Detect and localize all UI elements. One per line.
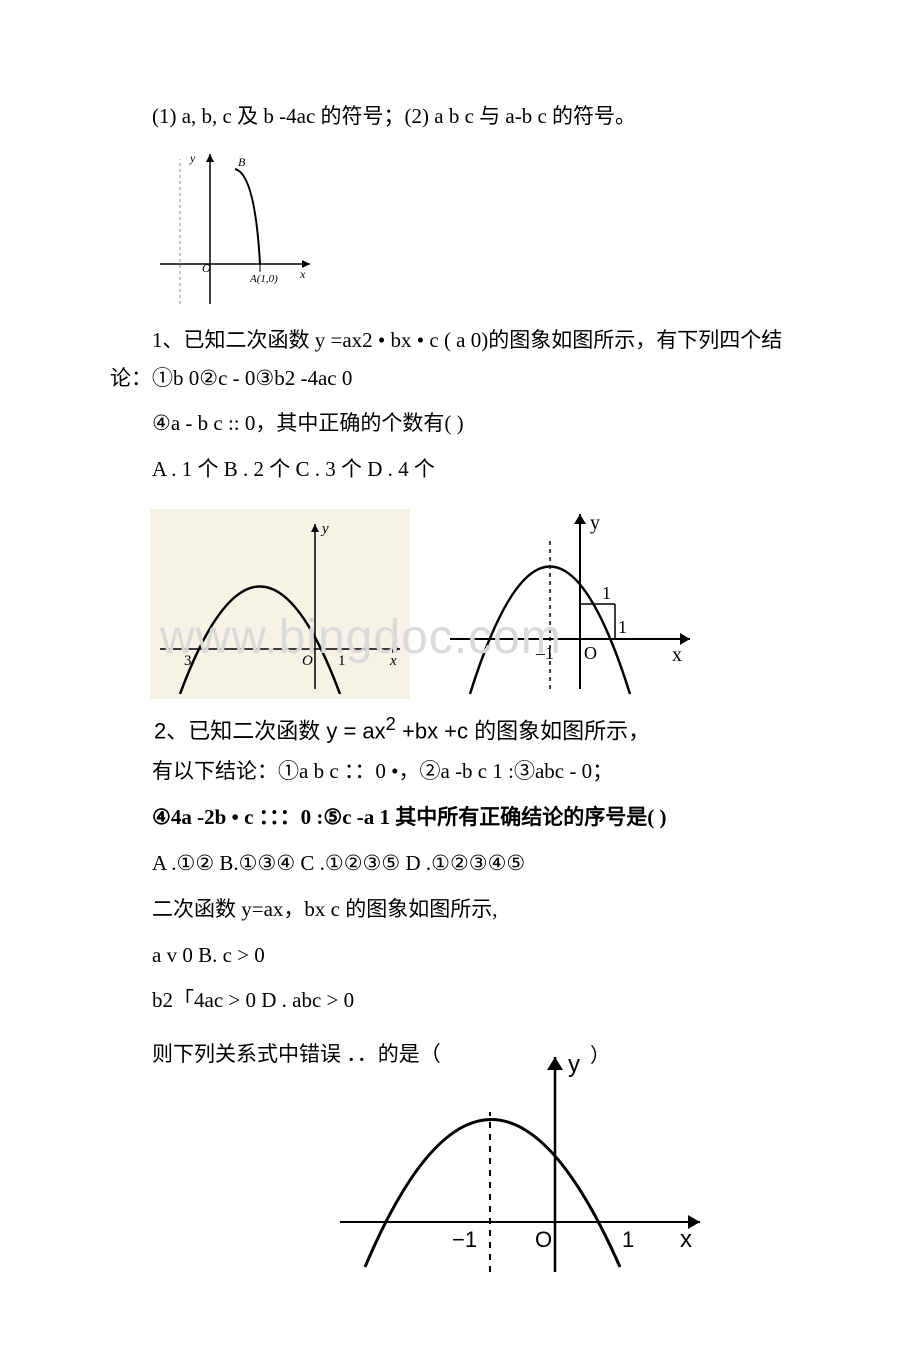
tick-neg1-label: −1 [452, 1227, 477, 1252]
x-axis-label: x [672, 644, 682, 666]
question-2-intro: 2、已知二次函数 y = ax2 +bx +c 的图象如图所示， [110, 713, 810, 745]
y-axis-label: y [590, 512, 600, 534]
question-3-line4: 则下列关系式中错误 ．．的是（ [110, 1036, 441, 1074]
q2-formula-y: y = ax [326, 718, 385, 743]
origin-label: O [535, 1227, 552, 1252]
axis-x-label: x [299, 267, 306, 281]
figure-parabola-d: −1 1 O y x ） [330, 1042, 710, 1282]
figure-parabola-b: 3 1 O y x [150, 509, 410, 699]
question-1-line2: ④a - b c :: 0，其中正确的个数有( ) [110, 405, 810, 443]
x-axis-label: x [680, 1226, 692, 1253]
tick-1-label: 1 [338, 653, 346, 669]
q2-prefix: 2、已知二次函数 [154, 718, 326, 743]
x-axis-label: x [389, 653, 397, 669]
point-b-label: B [238, 155, 246, 169]
q2-suffix: 的图象如图所示， [468, 718, 650, 743]
question-1-text: 1、已知二次函数 y =ax2 • bx • c ( a 0)的图象如图所示，有… [110, 322, 810, 398]
q2-formula-exp: 2 [386, 713, 396, 734]
question-3-line1: 二次函数 y=ax，bx c 的图象如图所示, [110, 891, 810, 929]
figure-parabola-a: O y B A(1,0) x [150, 144, 320, 314]
question-3-line3: b2「4ac > 0 D . abc > 0 [110, 982, 810, 1020]
origin-label: O [584, 643, 597, 663]
figure-parabola-c: 1 1 –1 O y x [440, 499, 700, 699]
tick-3-label: 3 [184, 653, 192, 669]
problem-statement: (1) a, b, c 及 b -4ac 的符号；(2) a b c 与 a-b… [110, 98, 810, 136]
y-axis-label: y [320, 521, 329, 537]
tick-1-label: 1 [622, 1227, 634, 1252]
tick-y1-label: 1 [602, 583, 611, 603]
point-a-label: A(1,0) [249, 273, 278, 285]
axis-y-label: y [189, 151, 196, 165]
question-2-line3: ④4a -2b • c ：：：0 :⑤c -a 1 其中所有正确结论的序号是( … [110, 799, 810, 837]
question-1-options: A . 1 个 B . 2 个 C . 3 个 D . 4 个 [110, 451, 810, 489]
tick-x1-label: 1 [618, 617, 627, 637]
y-axis-label: y [568, 1051, 580, 1078]
tick-neg1-label: –1 [535, 643, 554, 663]
q3-paren-close: ） [590, 1044, 610, 1067]
question-2-options: A .①② B.①③④ C .①②③⑤ D .①②③④⑤ [110, 845, 810, 883]
question-3-line2: a v 0 B. c > 0 [110, 937, 810, 975]
axis-origin-label: O [202, 261, 211, 275]
document-page: (1) a, b, c 及 b -4ac 的符号；(2) a b c 与 a-b… [0, 0, 920, 1352]
q3-line4-pre: 则下列关系式中错误 ．．的是（ [152, 1042, 441, 1066]
q2-formula-rest: +bx +c [396, 718, 468, 743]
figure-row: 3 1 O y x 1 1 –1 O y x [150, 499, 810, 699]
origin-label: O [302, 653, 313, 669]
question-2-line2: 有以下结论：①a b c ：：0 •，②a -b c 1 :③abc - 0； [110, 753, 810, 791]
